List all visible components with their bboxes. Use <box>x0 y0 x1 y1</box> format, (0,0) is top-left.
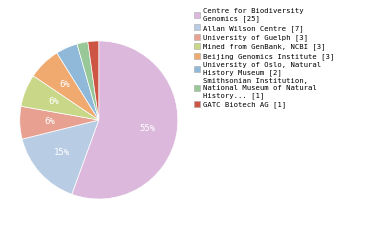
Wedge shape <box>33 53 99 120</box>
Wedge shape <box>20 106 99 139</box>
Wedge shape <box>21 76 99 120</box>
Text: 15%: 15% <box>54 148 70 157</box>
Wedge shape <box>77 42 99 120</box>
Wedge shape <box>22 120 99 194</box>
Legend: Centre for Biodiversity
Genomics [25], Allan Wilson Centre [7], University of Gu: Centre for Biodiversity Genomics [25], A… <box>194 8 334 108</box>
Text: 55%: 55% <box>139 124 155 133</box>
Text: 6%: 6% <box>44 117 55 126</box>
Text: 6%: 6% <box>59 80 70 89</box>
Wedge shape <box>72 41 178 199</box>
Wedge shape <box>88 41 99 120</box>
Wedge shape <box>57 44 99 120</box>
Text: 6%: 6% <box>48 97 59 106</box>
